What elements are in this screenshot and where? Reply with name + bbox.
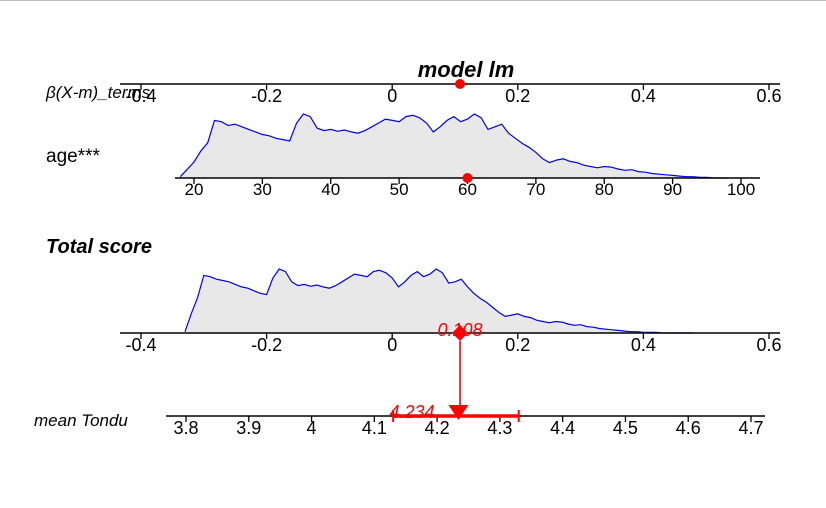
response-tick-label: 4.5 <box>613 418 638 438</box>
highlight-layer <box>392 79 520 422</box>
response-tick-label: 4.4 <box>550 418 575 438</box>
response-tick-label: 3.9 <box>236 418 261 438</box>
total-score-value-label: 0.108 <box>437 320 482 340</box>
tick-label-layer: -0.4 -0.2 0 0.2 0.4 0.620 30 40 50 60 70 80 90 100-0.… <box>125 86 781 438</box>
age-tick-label: 20 <box>185 180 204 199</box>
age-density-line <box>179 113 728 179</box>
age-selected-point <box>462 173 473 183</box>
total-score-tick-label: -0.2 <box>251 335 282 355</box>
age-tick-label: 50 <box>390 180 409 199</box>
age-tick-label: 90 <box>663 180 682 199</box>
response-tick-label: 4.1 <box>362 418 387 438</box>
total-score-tick-label: 0.4 <box>631 335 656 355</box>
response-tick-label: 4.2 <box>425 418 450 438</box>
model-title: model lm <box>418 57 515 82</box>
response-tick-label: 4 <box>307 418 317 438</box>
predicted-marker <box>448 405 469 420</box>
age-tick-label: 40 <box>321 180 340 199</box>
score-density-fill <box>184 269 694 333</box>
age-tick-label: 60 <box>458 180 477 199</box>
age-tick-label: 70 <box>526 180 545 199</box>
beta-terms-tick-label: 0.2 <box>505 86 530 106</box>
response-label: mean Tondu <box>34 411 128 430</box>
beta-terms-tick-label: 0.4 <box>631 86 656 106</box>
response-tick-label: 4.7 <box>738 418 763 438</box>
age-label: age*** <box>46 146 100 167</box>
predicted-value-label: 4.234 <box>389 402 434 422</box>
beta-terms-tick-label: 0.6 <box>756 86 781 106</box>
total-score-tick-label: 0.2 <box>505 335 530 355</box>
total-score-tick-label: -0.4 <box>125 335 156 355</box>
beta-terms-tick-label: -0.2 <box>251 86 282 106</box>
response-tick-label: 4.6 <box>676 418 701 438</box>
beta-terms-tick-label: -0.4 <box>125 86 156 106</box>
total-score-label: Total score <box>46 236 152 258</box>
age-density-fill <box>180 114 728 178</box>
total-score-tick-label: 0.6 <box>756 335 781 355</box>
density-layer <box>179 113 728 334</box>
frame-border <box>0 0 826 1</box>
total-score-tick-label: 0 <box>387 335 397 355</box>
beta-terms-label: β(X-m)_terms <box>45 83 151 102</box>
age-tick-label: 80 <box>595 180 614 199</box>
beta-term-point <box>455 79 466 89</box>
age-tick-label: 30 <box>253 180 272 199</box>
age-tick-label: 100 <box>727 180 755 199</box>
response-tick-label: 3.8 <box>173 418 198 438</box>
total-score-point <box>452 325 469 341</box>
score-density-line <box>184 268 694 334</box>
response-tick-label: 4.3 <box>487 418 512 438</box>
beta-terms-tick-label: 0 <box>387 86 397 106</box>
